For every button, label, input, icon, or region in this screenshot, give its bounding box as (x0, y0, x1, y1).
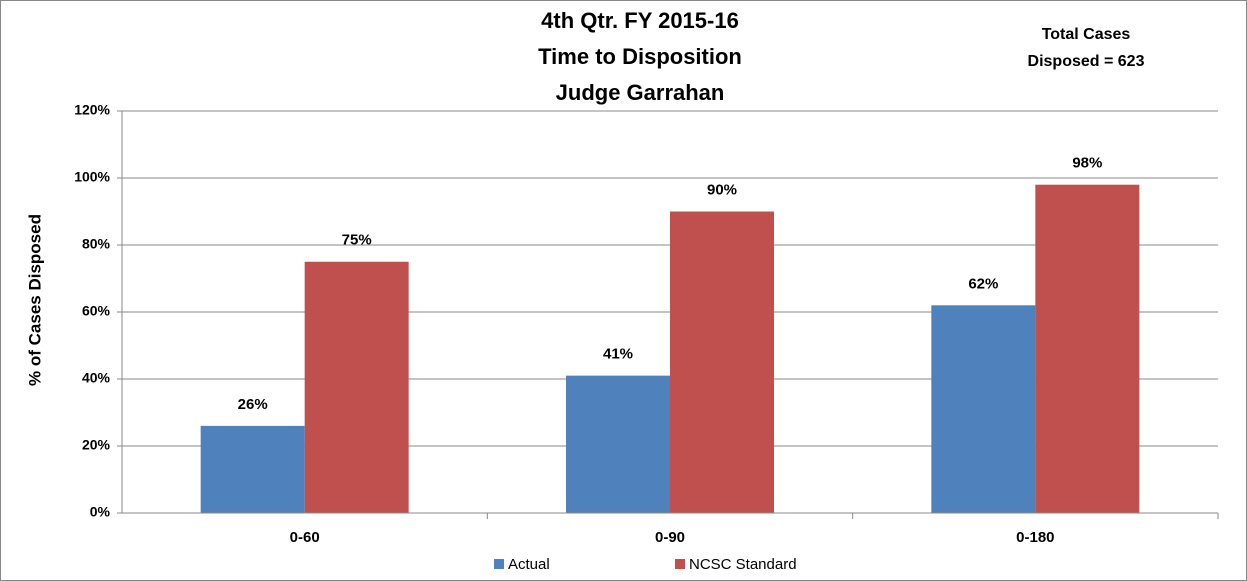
annotation: Disposed = 623 (1028, 53, 1145, 70)
y-tick-label: 60% (82, 303, 111, 319)
data-label: 62% (968, 275, 998, 292)
data-label: 98% (1072, 155, 1102, 172)
y-axis-label: % of Cases Disposed (25, 214, 44, 386)
y-tick-label: 100% (74, 169, 110, 185)
x-tick-label: 0-90 (655, 529, 685, 546)
data-label: 26% (238, 396, 268, 413)
y-tick-label: 40% (82, 370, 111, 386)
y-tick-label: 0% (90, 504, 111, 520)
legend-swatch (675, 559, 685, 569)
x-tick-label: 0-180 (1016, 529, 1054, 546)
bar (1035, 184, 1140, 513)
chart-title: Judge Garrahan (556, 80, 725, 105)
bar (566, 375, 670, 513)
chart-title: Time to Disposition (538, 44, 742, 69)
y-tick-label: 80% (82, 236, 111, 252)
data-label: 41% (603, 346, 633, 363)
chart-title: 4th Qtr. FY 2015-16 (541, 8, 739, 33)
annotation: Total Cases (1042, 26, 1131, 43)
y-tick-label: 120% (74, 102, 110, 118)
bar (304, 261, 409, 513)
bar (931, 305, 1036, 513)
legend-swatch (494, 559, 504, 569)
x-tick-label: 0-60 (290, 529, 320, 546)
data-label: 90% (707, 181, 737, 198)
bar (670, 211, 774, 513)
bar (200, 425, 305, 513)
legend-label: NCSC Standard (689, 556, 797, 573)
y-tick-label: 20% (82, 437, 111, 453)
data-label: 75% (342, 232, 372, 249)
legend-label: Actual (508, 556, 550, 573)
